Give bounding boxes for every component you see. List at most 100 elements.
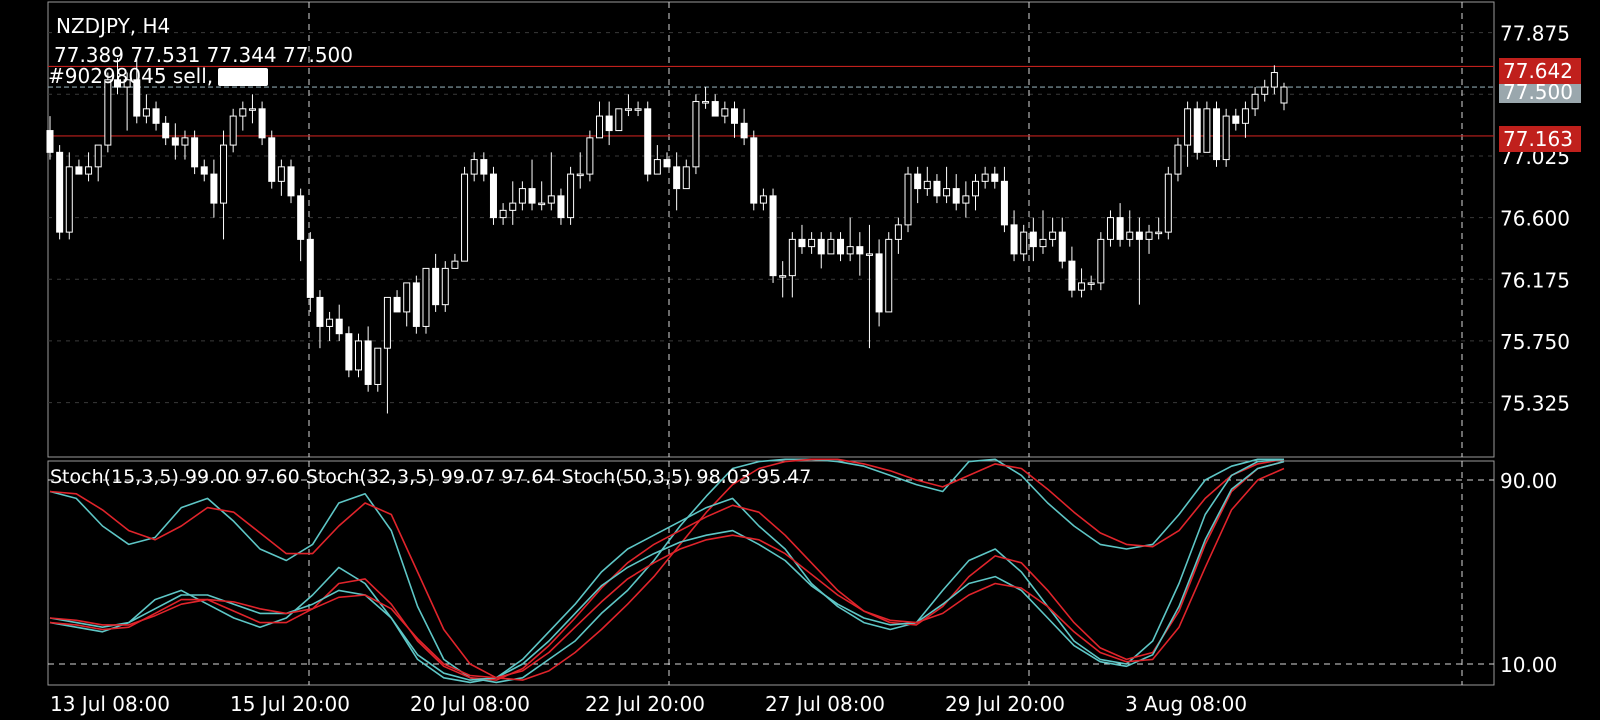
candle-body [624,108,632,111]
candle-body [152,108,160,124]
candle-body [56,151,64,233]
candle-body [1078,282,1086,291]
candle-body [981,173,989,182]
candle-body [499,209,507,219]
candle-body [750,137,758,204]
x-tick-label: 22 Jul 20:00 [585,692,705,716]
candle-body [355,340,362,371]
candle-body [1280,86,1288,104]
candle-body [181,137,189,146]
order-label[interactable]: #90298045 sell, [48,64,214,88]
candle-body [788,238,796,277]
candle-body [740,122,748,139]
candle-body [297,195,305,240]
candle-body [1174,144,1182,175]
candle-body [1097,238,1105,284]
candle-body [875,253,883,313]
candle-body [306,238,314,298]
stoch-level-label: 10.00 [1500,653,1557,677]
candle-body [914,173,922,190]
candle-body [702,101,710,104]
candle-body [846,246,854,255]
y-tick-label: 77.875 [1500,22,1570,46]
candle-body [576,173,584,177]
candle-body [268,137,276,182]
candle-body [837,238,845,255]
candle-body [644,108,652,175]
candle-body [326,318,334,327]
candle-body [393,296,401,313]
candle-body [547,195,555,204]
candle-body [210,173,218,204]
candle-body [142,108,150,117]
candle-body [962,195,970,204]
candle-body [1193,108,1201,153]
candle-body [1135,231,1143,240]
candle-body [1126,231,1134,240]
candle-body [943,188,951,197]
x-tick-label: 29 Jul 20:00 [945,692,1065,716]
stochastic-indicator [48,458,1494,684]
candle-body [759,195,767,204]
x-tick-label: 3 Aug 08:00 [1125,692,1247,716]
candle-body [470,159,478,175]
candle-body [75,166,83,175]
candle-body [518,188,526,204]
stoch-main-line-3 [49,460,1285,681]
candle-body [933,180,941,197]
candle-body [1116,217,1124,240]
stoch-signal-line-2 [49,460,1285,681]
candle-body [316,296,324,327]
candle-body [46,130,54,153]
candle-body [432,267,440,306]
candle-body [422,267,430,327]
candle-body [615,108,623,132]
candle-body [586,137,594,175]
candle-body [364,340,372,385]
candle-body [162,122,170,139]
candle-body [1145,231,1153,240]
symbol-timeframe: NZDJPY, H4 [56,14,171,38]
candle-body [403,282,411,313]
candles [46,58,1288,414]
stoch-signal-line-1 [49,458,1285,681]
candle-body [1029,231,1037,248]
candle-body [113,79,121,88]
stoch-level-label: 90.00 [1500,469,1557,493]
candle-body [692,101,700,168]
candle-body [509,202,517,211]
stochastic-label: Stoch(15,3,5) 99.00 97.60 Stoch(32,3,5) … [50,466,812,488]
y-tick-label: 75.750 [1500,330,1570,354]
candle-body [1232,115,1240,124]
candle-body [1058,231,1066,262]
candle-body [972,180,979,197]
candle-body [653,159,661,175]
grid [47,1,1495,686]
candle-body [65,166,73,233]
candle-body [865,253,873,256]
candle-body [461,173,469,262]
candle-body [885,238,893,313]
candle-body [1261,86,1269,95]
candle-body [1164,173,1172,233]
candle-body [287,166,295,197]
candle-body [239,108,247,117]
candle-body [711,101,719,117]
order-lines [48,65,1494,137]
candle-body [1184,108,1192,146]
candle-body [171,137,179,146]
candle-body [345,333,353,371]
candle-body [1000,180,1008,226]
candle-body [1241,108,1249,124]
candle-body [663,159,671,168]
candle-body [634,108,642,111]
candle-body [383,296,391,349]
candle-body [779,275,787,278]
y-tick-label: 76.175 [1500,268,1570,292]
candle-body [229,115,237,146]
candle-body [220,144,228,204]
candle-body [191,137,199,168]
candle-body [1251,93,1259,110]
candle-body [451,260,459,269]
